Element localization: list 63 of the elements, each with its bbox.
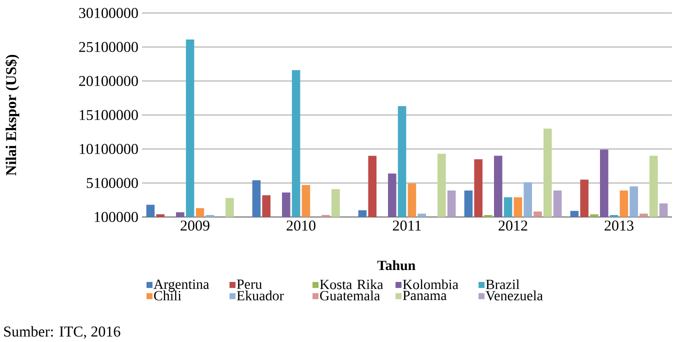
- legend-label: Guatemala: [320, 290, 380, 300]
- bar: [146, 204, 155, 217]
- bar: [292, 70, 300, 217]
- bar: [580, 180, 588, 217]
- bar: [534, 212, 542, 217]
- bar: [408, 184, 416, 217]
- bar: [176, 212, 184, 217]
- bar: [358, 210, 367, 217]
- y-tick-label: 5100000: [86, 178, 138, 188]
- x-tick-label: 2013: [604, 220, 634, 231]
- bar: [524, 182, 532, 217]
- bar: [332, 189, 340, 217]
- bar: [474, 159, 482, 217]
- y-tick-label: 10100000: [80, 144, 138, 154]
- y-axis-title: Nilai Ekspor (US$): [5, 54, 20, 176]
- bar: [504, 197, 512, 217]
- bar: [418, 214, 426, 217]
- bar: [398, 106, 406, 217]
- x-tick-label: 2011: [392, 220, 421, 231]
- legend-label: Ekuador: [236, 290, 284, 300]
- bar: [494, 156, 502, 217]
- y-tick-label: 100000: [94, 212, 138, 222]
- bar: [649, 156, 658, 217]
- y-tick-label: 20100000: [79, 76, 138, 86]
- bar: [196, 208, 204, 217]
- y-tick-label: 30100000: [79, 8, 138, 18]
- bar: [186, 40, 194, 217]
- bar: [252, 180, 261, 217]
- bar: [262, 195, 270, 217]
- legend-label: Chili: [154, 290, 182, 300]
- bar: [590, 214, 598, 217]
- bar: [368, 156, 376, 217]
- legend-label: Brazil: [486, 279, 520, 290]
- bar: [437, 154, 446, 217]
- bar: [600, 150, 608, 217]
- bar: [226, 198, 234, 217]
- legend-label: Peru: [236, 280, 262, 289]
- text: Sumber: ITC, 2016: [4, 326, 120, 339]
- y-tick-label: 15100000: [80, 110, 138, 120]
- bar: [282, 192, 290, 217]
- y-tick-label: 25100000: [79, 42, 138, 52]
- bar: [640, 214, 648, 217]
- bar: [464, 190, 473, 217]
- bar: [156, 214, 165, 217]
- legend-label: Kolombia: [402, 279, 458, 290]
- legend-label: Venezuela: [486, 290, 543, 300]
- bar: [620, 190, 628, 217]
- bar: [630, 186, 638, 217]
- legend-label: Kosta Rika: [320, 279, 384, 290]
- bar: [447, 190, 456, 217]
- legend-label: Argentina: [154, 280, 210, 292]
- bar: [570, 210, 579, 217]
- x-tick-label: 2010: [286, 220, 316, 231]
- bar: [659, 203, 668, 217]
- bar: [388, 173, 396, 217]
- bar: [302, 185, 310, 217]
- x-tick-label: 2012: [498, 220, 528, 231]
- legend-label: Panama: [402, 290, 447, 300]
- x-axis-title: Tahun: [377, 260, 416, 270]
- bar: [543, 128, 552, 217]
- bar: [553, 190, 562, 217]
- x-tick-label: 2009: [180, 220, 210, 231]
- bar: [514, 197, 522, 217]
